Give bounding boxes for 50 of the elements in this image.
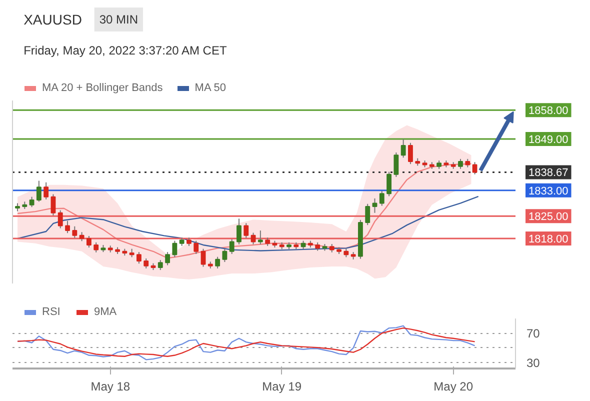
x-tick-label: May 18 bbox=[90, 380, 130, 394]
chart-subtitle: Friday, May 20, 2022 3:37:20 AM CET bbox=[24, 44, 228, 58]
chart-title: XAUUSD bbox=[24, 12, 82, 28]
candlestick bbox=[222, 248, 228, 262]
candlestick bbox=[365, 203, 370, 226]
ref-line-label: 1858.00 bbox=[528, 105, 568, 118]
candlestick bbox=[136, 252, 142, 264]
candlestick bbox=[215, 256, 220, 269]
candlestick bbox=[200, 248, 206, 268]
candlestick bbox=[44, 182, 49, 200]
candlestick bbox=[65, 220, 70, 234]
candlestick bbox=[158, 260, 163, 271]
x-tick-label: May 19 bbox=[262, 380, 302, 394]
candlestick bbox=[229, 238, 234, 254]
y-tick-label: 70 bbox=[526, 326, 540, 341]
legend-label: 9MA bbox=[94, 306, 117, 318]
ref-line-label: 1833.00 bbox=[528, 185, 568, 198]
candlestick bbox=[194, 240, 199, 254]
candlestick bbox=[172, 240, 178, 258]
y-tick-label: 30 bbox=[526, 356, 540, 370]
candlestick bbox=[400, 138, 406, 158]
candlestick bbox=[244, 222, 249, 238]
legend-label: RSI bbox=[42, 306, 62, 318]
candlestick bbox=[36, 180, 42, 202]
x-tick-label: May 20 bbox=[434, 380, 474, 394]
candlestick bbox=[379, 190, 384, 206]
candlestick bbox=[29, 196, 34, 208]
candlestick bbox=[165, 252, 170, 266]
candlestick bbox=[458, 158, 463, 170]
candlestick bbox=[72, 226, 78, 238]
candlestick bbox=[472, 162, 478, 175]
candlestick bbox=[408, 142, 413, 165]
legend-label: MA 20 + Bollinger Bands bbox=[42, 82, 163, 94]
candlestick bbox=[58, 210, 63, 229]
ref-line-label: 1838.67 bbox=[528, 167, 568, 180]
candlestick bbox=[50, 194, 56, 216]
candlestick bbox=[236, 218, 242, 245]
candlestick bbox=[86, 235, 92, 248]
ref-line-label: 1825.00 bbox=[528, 211, 568, 224]
candlestick bbox=[394, 152, 399, 178]
legend-label: MA 50 bbox=[194, 82, 226, 94]
candlestick bbox=[372, 198, 378, 214]
candlestick bbox=[250, 232, 256, 245]
candlestick bbox=[386, 171, 392, 197]
candlestick bbox=[258, 230, 263, 245]
ref-line-label: 1818.00 bbox=[528, 234, 568, 246]
candlestick bbox=[144, 258, 149, 269]
ref-line-label: 1849.00 bbox=[528, 134, 568, 146]
text: 30 MIN bbox=[99, 12, 138, 26]
candlestick bbox=[94, 242, 99, 253]
